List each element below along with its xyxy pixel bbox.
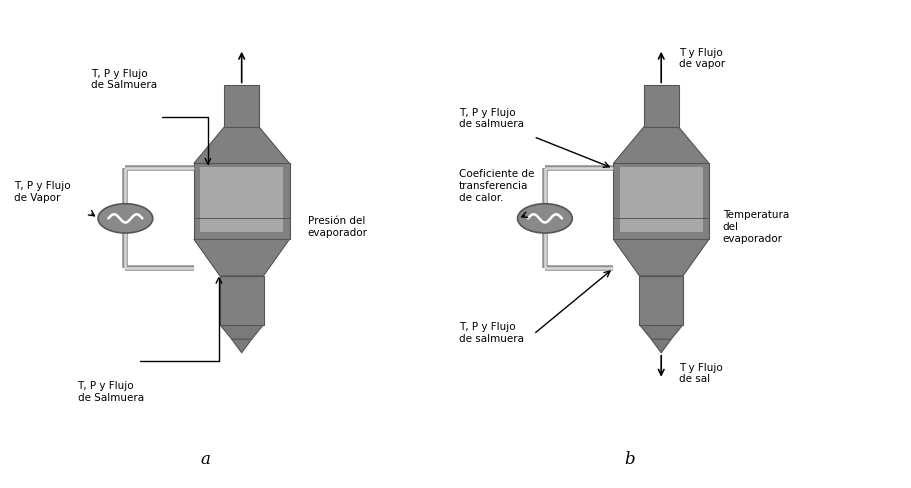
Text: a: a xyxy=(200,451,210,468)
Text: T, P y Flujo
de Vapor: T, P y Flujo de Vapor xyxy=(14,181,70,203)
Polygon shape xyxy=(220,325,263,339)
Bar xyxy=(224,85,259,127)
Text: T y Flujo
de vapor: T y Flujo de vapor xyxy=(679,48,725,69)
Text: b: b xyxy=(623,451,634,468)
Circle shape xyxy=(517,204,572,233)
Bar xyxy=(194,163,290,239)
Bar xyxy=(200,167,282,232)
Circle shape xyxy=(98,204,153,233)
Polygon shape xyxy=(612,127,709,163)
Polygon shape xyxy=(639,325,682,339)
Text: Presión del
evaporador: Presión del evaporador xyxy=(308,216,367,238)
Text: Coeficiente de
transferencia
de calor.: Coeficiente de transferencia de calor. xyxy=(458,169,534,203)
Text: T, P y Flujo
de salmuera: T, P y Flujo de salmuera xyxy=(458,108,523,129)
Text: T, P y Flujo
de Salmuera: T, P y Flujo de Salmuera xyxy=(91,69,158,90)
Polygon shape xyxy=(612,239,709,276)
Text: Temperatura
del
evaporador: Temperatura del evaporador xyxy=(722,210,788,244)
Polygon shape xyxy=(194,239,290,276)
Text: T, P y Flujo
de salmuera: T, P y Flujo de salmuera xyxy=(458,323,523,344)
Bar xyxy=(612,163,709,239)
Bar xyxy=(643,85,678,127)
Bar xyxy=(619,167,701,232)
Text: T y Flujo
de sal: T y Flujo de sal xyxy=(679,363,722,384)
Text: T, P y Flujo
de Salmuera: T, P y Flujo de Salmuera xyxy=(77,381,144,403)
Bar xyxy=(220,276,263,325)
Polygon shape xyxy=(650,339,670,353)
Polygon shape xyxy=(231,339,251,353)
Bar xyxy=(639,276,682,325)
Polygon shape xyxy=(194,127,290,163)
